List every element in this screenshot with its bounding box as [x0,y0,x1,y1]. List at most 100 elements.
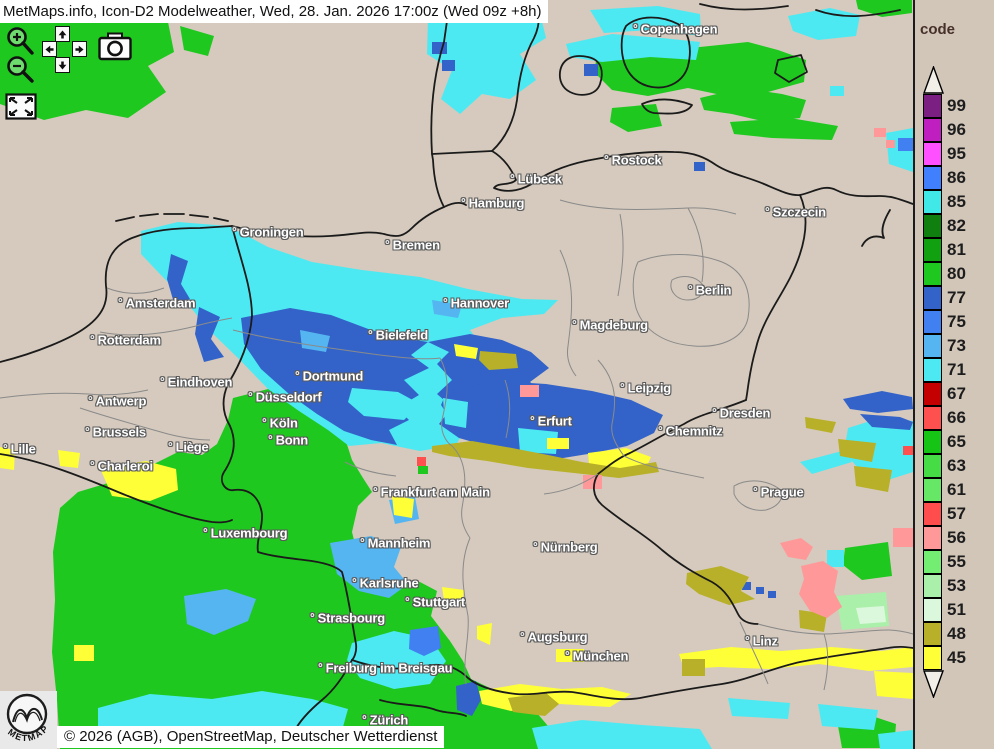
legend-code-label: 71 [947,360,966,379]
legend-row: 55 [923,550,966,574]
legend-swatch [923,118,942,142]
legend-code-label: 77 [947,288,966,307]
legend-swatch [923,166,942,190]
attribution-text: © 2026 (AGB), OpenStreetMap, Deutscher W… [57,726,445,748]
legend-arrow-up-icon [923,66,944,94]
legend-row: 65 [923,430,966,454]
legend-row: 56 [923,526,966,550]
legend-arrow-down-icon [923,670,944,698]
legend-code-label: 65 [947,432,966,451]
legend-panel: code 99 96 95 86 85 82 81 80 77 75 73 71 67 66 65 63 61 5… [913,0,994,749]
legend-row: 53 [923,574,966,598]
precip-olive-layer [432,351,892,716]
legend-row: 67 [923,382,966,406]
legend-swatch [923,550,942,574]
metmaps-logo-icon: METMAPS [0,683,49,743]
legend-swatch [923,502,942,526]
legend-row: 45 [923,646,966,670]
legend-swatch [923,382,942,406]
legend-swatch [923,94,942,118]
pan-left-button[interactable] [42,41,57,57]
legend-row: 66 [923,406,966,430]
legend-code-label: 85 [947,192,966,211]
legend-code-label: 73 [947,336,966,355]
legend-swatch [923,526,942,550]
legend-swatch [923,646,942,670]
legend-swatch [923,310,942,334]
legend-code-label: 56 [947,528,966,547]
legend-row: 81 [923,238,966,262]
legend-swatch [923,142,942,166]
legend-swatch [923,622,942,646]
legend-row: 99 [923,94,966,118]
precip-lightgreen-layer [836,592,889,630]
legend-row: 77 [923,286,966,310]
legend-code-label: 55 [947,552,966,571]
legend-row: 80 [923,262,966,286]
zoom-out-button[interactable] [6,56,36,93]
arrow-up-icon [58,29,67,39]
legend-code-label: 82 [947,216,966,235]
pan-right-button[interactable] [72,41,87,57]
legend-row: 57 [923,502,966,526]
arrow-down-icon [58,60,67,70]
legend-code-label: 53 [947,576,966,595]
legend-row: 96 [923,118,966,142]
legend-code-label: 51 [947,600,966,619]
legend-swatch [923,286,942,310]
arrow-left-icon [45,45,54,53]
legend-swatch [923,358,942,382]
legend-swatch [923,190,942,214]
arrow-right-icon [75,45,84,53]
legend-row: 61 [923,478,966,502]
legend-row: 86 [923,166,966,190]
legend-swatch [923,574,942,598]
legend-code-label: 63 [947,456,966,475]
legend-row: 75 [923,310,966,334]
legend-code-label: 96 [947,120,966,139]
magnifier-plus-icon [7,27,34,55]
legend-code-label: 45 [947,648,966,667]
fullscreen-button[interactable] [5,93,37,125]
country-borders [0,0,914,733]
legend-color-bar: 99 96 95 86 85 82 81 80 77 75 73 71 67 66 65 63 61 57 56 55… [923,66,966,698]
legend-row: 82 [923,214,966,238]
title-bar: MetMaps.info, Icon-D2 Modelweather, Wed,… [0,0,548,23]
legend-code-label: 48 [947,624,966,643]
legend-code-label: 75 [947,312,966,331]
legend-code-label: 99 [947,96,966,115]
precip-pink-layer [417,128,913,618]
legend-swatch [923,214,942,238]
legend-code-label: 66 [947,408,966,427]
pan-down-button[interactable] [55,57,70,73]
legend-row: 51 [923,598,966,622]
legend-row: 63 [923,454,966,478]
expand-icon [5,93,37,120]
legend-code-label: 95 [947,144,966,163]
legend-swatch [923,478,942,502]
legend-code-label: 57 [947,504,966,523]
legend-code-label: 61 [947,480,966,499]
legend-row: 95 [923,142,966,166]
legend-row: 71 [923,358,966,382]
legend-code-label: 67 [947,384,966,403]
legend-row: 73 [923,334,966,358]
legend-title: code [920,21,956,38]
legend-row: 48 [923,622,966,646]
zoom-in-button[interactable] [6,26,36,65]
camera-icon [98,32,132,61]
legend-swatch [923,238,942,262]
screenshot-button[interactable] [98,31,132,68]
legend-swatch [923,262,942,286]
legend-swatch [923,430,942,454]
pan-pad [42,26,89,74]
pan-up-button[interactable] [55,26,70,42]
legend-swatch [923,334,942,358]
legend-swatch [923,598,942,622]
legend-code-label: 80 [947,264,966,283]
legend-code-label: 86 [947,168,966,187]
legend-swatch [923,454,942,478]
metmaps-logo[interactable]: METMAPS [0,683,57,749]
